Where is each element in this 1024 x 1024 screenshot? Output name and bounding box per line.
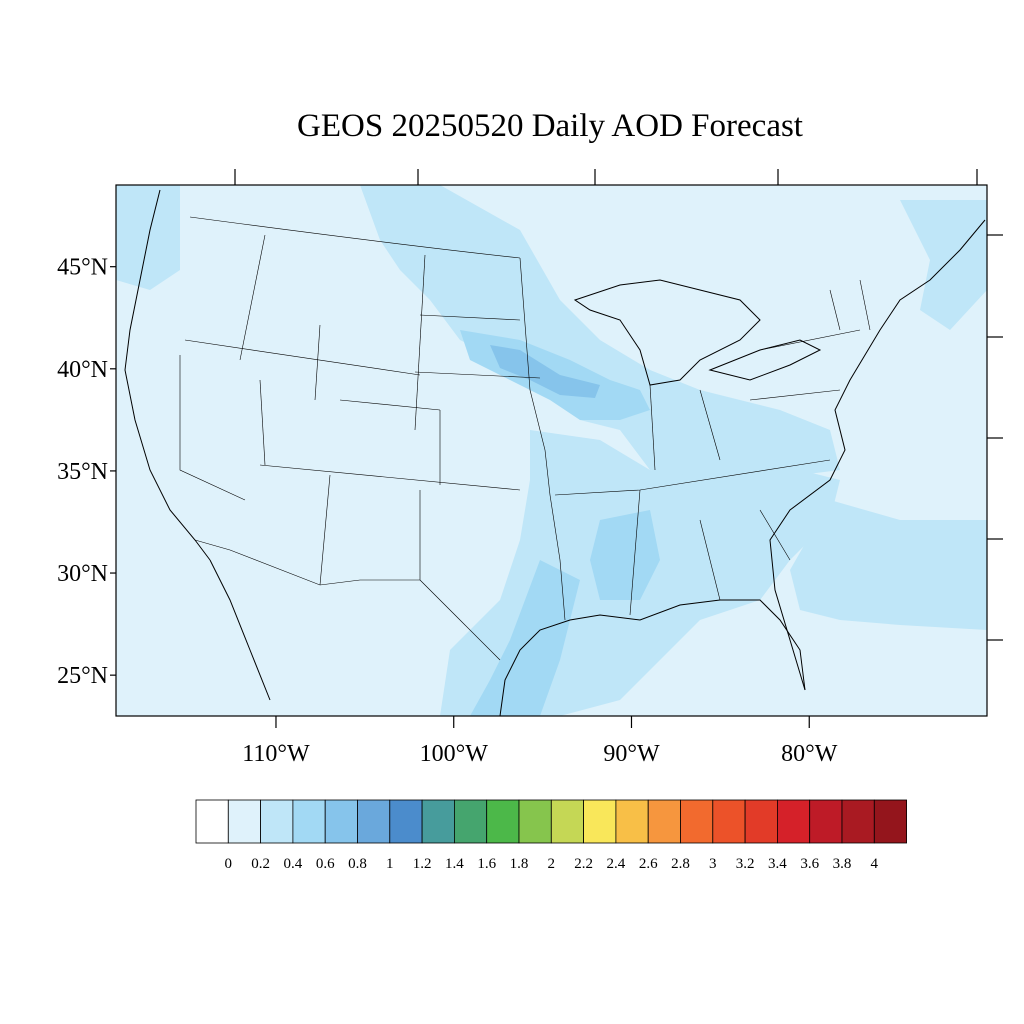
colorbar-label: 3.4 — [768, 856, 787, 872]
lat-label: 35°N — [57, 459, 108, 485]
colorbar-label: 1.2 — [413, 856, 432, 872]
latitude-labels: 45°N 40°N 35°N 30°N 25°N — [57, 255, 108, 689]
colorbar-swatch — [873, 799, 907, 844]
colorbar-swatch — [389, 799, 423, 844]
colorbar-label: 0 — [225, 856, 233, 872]
map-ticks — [110, 169, 1003, 728]
colorbar-label: 2.6 — [639, 856, 658, 872]
colorbar-swatch — [841, 799, 875, 844]
map-plot-area — [116, 185, 987, 716]
colorbar-swatch — [324, 799, 358, 844]
colorbar-swatch — [615, 799, 649, 844]
colorbar-swatch — [680, 799, 714, 844]
colorbar-label: 0.6 — [316, 856, 335, 872]
colorbar-label: 0.4 — [284, 856, 303, 872]
aod-region-northeast — [900, 200, 987, 330]
colorbar-swatch — [453, 799, 488, 844]
colorbar-label: 2.4 — [607, 856, 626, 872]
colorbar-swatch — [583, 799, 617, 844]
colorbar-swatch — [421, 799, 455, 844]
lat-label: 25°N — [57, 663, 108, 689]
lat-label: 30°N — [57, 561, 108, 587]
lon-label: 80°W — [781, 741, 838, 767]
map-frame — [115, 184, 988, 717]
colorbar-swatch — [712, 799, 746, 844]
colorbar-label: 3 — [709, 856, 717, 872]
colorbar-swatch — [744, 799, 778, 844]
colorbar-label: 1 — [386, 856, 394, 872]
state-borders — [124, 189, 986, 716]
colorbar-swatch — [195, 799, 229, 844]
colorbar-swatch — [260, 799, 294, 844]
colorbar-swatch — [518, 799, 552, 844]
lat-label: 40°N — [57, 357, 108, 383]
aod-region-mississippi — [590, 510, 660, 600]
colorbar-swatch — [227, 799, 262, 844]
lat-label: 45°N — [57, 255, 108, 281]
colorbar-label: 3.8 — [833, 856, 852, 872]
colorbar-label: 2.8 — [671, 856, 690, 872]
colorbar-label: 3.6 — [800, 856, 819, 872]
colorbar-label: 3.2 — [736, 856, 755, 872]
colorbar-labels: 0 0.2 0.4 0.6 0.8 1 1.2 1.4 1.6 1.8 2 2.2 2.4 2.6 2.8 3… — [225, 856, 879, 872]
colorbar-swatch — [486, 799, 520, 844]
colorbar-swatch — [550, 799, 584, 844]
map-title: GEOS 20250520 Daily AOD Forecast — [297, 108, 803, 144]
colorbar-label: 1.8 — [510, 856, 529, 872]
lon-label: 100°W — [420, 741, 489, 767]
aod-colorbar — [195, 799, 907, 844]
aod-region-dakotas — [360, 185, 840, 480]
colorbar-swatch — [292, 799, 326, 844]
aod-region-atlantic — [790, 500, 987, 630]
colorbar-swatch — [357, 799, 391, 844]
colorbar-label: 4 — [871, 856, 879, 872]
colorbar-label: 0.2 — [251, 856, 270, 872]
longitude-labels: 110°W 100°W 90°W 80°W — [242, 741, 837, 767]
lon-label: 90°W — [603, 741, 660, 767]
lon-label: 110°W — [242, 741, 310, 767]
colorbar-label: 1.6 — [477, 856, 496, 872]
aod-region-nebraska-core — [490, 345, 600, 398]
colorbar-swatch — [777, 799, 811, 844]
colorbar-label: 0.8 — [348, 856, 367, 872]
colorbar-swatch — [809, 799, 843, 844]
colorbar-swatch — [647, 799, 681, 844]
colorbar-label: 2.2 — [574, 856, 593, 872]
colorbar-label: 2 — [548, 856, 556, 872]
aod-region-texas-gulf — [470, 560, 580, 716]
colorbar-label: 1.4 — [445, 856, 464, 872]
